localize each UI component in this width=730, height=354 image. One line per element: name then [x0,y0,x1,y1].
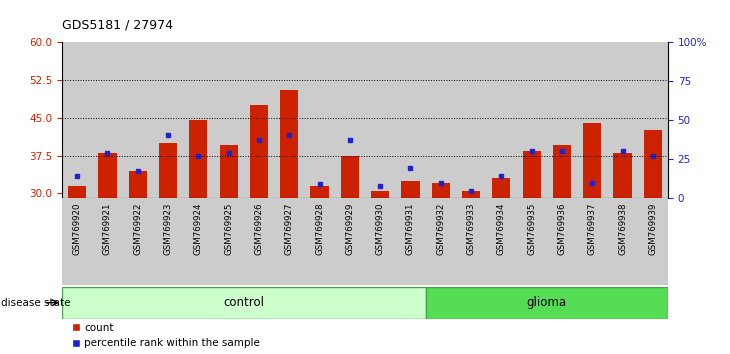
Bar [274,198,304,285]
Text: GSM769928: GSM769928 [315,202,324,255]
Bar [431,183,450,198]
Bar [517,42,547,198]
Bar [128,171,147,198]
Bar [402,181,420,198]
Bar [456,42,486,198]
Bar [159,143,177,198]
Text: GSM769922: GSM769922 [134,202,142,255]
Bar [638,198,668,285]
Bar [68,186,86,198]
FancyBboxPatch shape [62,287,426,319]
Text: GSM769936: GSM769936 [558,202,566,255]
Bar [553,145,571,198]
Text: GSM769926: GSM769926 [255,202,264,255]
Text: GSM769933: GSM769933 [466,202,475,255]
Text: GSM769927: GSM769927 [285,202,293,255]
Bar [371,191,389,198]
Bar [93,198,123,285]
Text: GSM769938: GSM769938 [618,202,627,255]
Bar [607,198,638,285]
Bar [486,198,517,285]
Text: GSM769934: GSM769934 [497,202,506,255]
Text: GSM769923: GSM769923 [164,202,172,255]
Bar [396,198,426,285]
Bar [274,42,304,198]
Text: GSM769935: GSM769935 [527,202,536,255]
Bar [341,155,359,198]
Text: GSM769930: GSM769930 [376,202,385,255]
Bar [304,198,335,285]
Bar [220,145,238,198]
Bar [189,120,207,198]
Bar [365,198,396,285]
Text: GSM769931: GSM769931 [406,202,415,255]
Bar [547,42,577,198]
Bar [310,186,328,198]
Text: GDS5181 / 27974: GDS5181 / 27974 [62,19,173,32]
Bar [244,42,274,198]
Bar [577,42,607,198]
Bar [304,42,335,198]
Bar [214,42,244,198]
Text: glioma: glioma [527,296,566,309]
Bar [426,42,456,198]
Bar [547,198,577,285]
Bar [280,90,299,198]
Bar [644,130,662,198]
Bar [123,42,153,198]
FancyBboxPatch shape [426,287,668,319]
Bar [486,42,517,198]
Bar [638,42,668,198]
Bar [577,198,607,285]
Bar [335,42,365,198]
Text: control: control [223,296,264,309]
Bar [62,198,93,285]
Bar [456,198,486,285]
Text: GSM769939: GSM769939 [648,202,657,255]
Bar [183,198,214,285]
Bar [607,42,638,198]
Bar [613,153,631,198]
Bar [426,198,456,285]
Text: GSM769932: GSM769932 [437,202,445,255]
Bar [244,198,274,285]
Bar [365,42,396,198]
Bar [517,198,547,285]
Text: GSM769929: GSM769929 [345,202,354,255]
Text: GSM769924: GSM769924 [194,202,203,255]
Bar [396,42,426,198]
Bar [99,153,117,198]
Bar [583,123,602,198]
Bar [335,198,365,285]
Text: GSM769925: GSM769925 [224,202,233,255]
Legend: count, percentile rank within the sample: count, percentile rank within the sample [67,319,264,352]
Text: GSM769937: GSM769937 [588,202,596,255]
Text: GSM769920: GSM769920 [73,202,82,255]
Bar [523,150,541,198]
Text: GSM769921: GSM769921 [103,202,112,255]
Text: disease state: disease state [1,298,70,308]
Bar [123,198,153,285]
Bar [183,42,214,198]
Bar [153,198,183,285]
Bar [93,42,123,198]
Bar [250,105,268,198]
Bar [492,178,510,198]
Bar [62,42,93,198]
Bar [214,198,244,285]
Bar [153,42,183,198]
Bar [462,191,480,198]
